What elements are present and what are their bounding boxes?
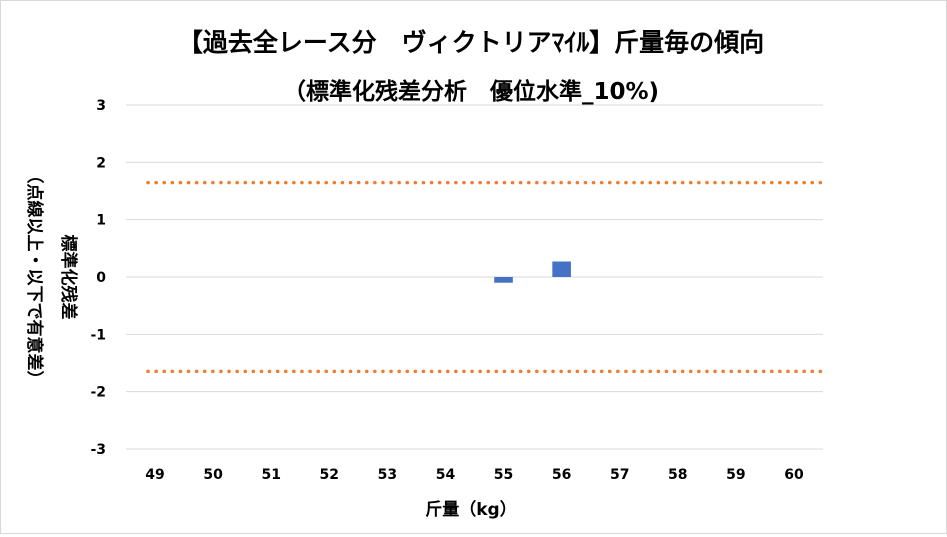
y-tick-label: 1 (96, 213, 106, 229)
x-tick-label: 53 (378, 467, 397, 483)
chart-title: 【過去全レース分 ヴィクトリアﾏｲﾙ】斤量毎の傾向 (178, 28, 764, 57)
bar (552, 261, 571, 277)
y-tick-label: 3 (96, 98, 106, 114)
y-tick-label: -3 (90, 442, 106, 458)
y-tick-label: -2 (90, 385, 106, 401)
x-tick-label: 57 (610, 467, 629, 483)
x-tick-label: 52 (320, 467, 339, 483)
bars (494, 261, 571, 283)
x-tick-label: 51 (261, 467, 280, 483)
x-tick-label: 50 (203, 467, 223, 483)
y-tick-labels: 3 2 1 0 -1 -2 -3 (90, 98, 106, 458)
bar (494, 277, 513, 283)
y-axis-sublabel: （点線以上・以下で有意差） (24, 167, 45, 388)
x-tick-label: 55 (494, 467, 513, 483)
y-tick-label: 0 (96, 270, 106, 286)
threshold-lines (146, 180, 825, 374)
x-tick-label: 49 (145, 467, 164, 483)
x-axis-label: 斤量（kg） (425, 499, 516, 520)
y-axis-label: 標準化残差 (58, 235, 79, 320)
x-tick-label: 54 (436, 467, 456, 483)
y-tick-label: -1 (90, 327, 106, 343)
x-tick-label: 56 (552, 467, 571, 483)
x-tick-label: 58 (668, 467, 687, 483)
y-tick-label: 2 (96, 155, 106, 171)
x-tick-label: 59 (726, 467, 745, 483)
x-tick-labels: 49 50 51 52 53 54 55 56 57 58 59 60 (145, 467, 804, 483)
gridlines (126, 104, 823, 450)
chart-subtitle: （標準化残差分析 優位水準_10%) (283, 78, 659, 105)
x-tick-label: 60 (784, 467, 804, 483)
